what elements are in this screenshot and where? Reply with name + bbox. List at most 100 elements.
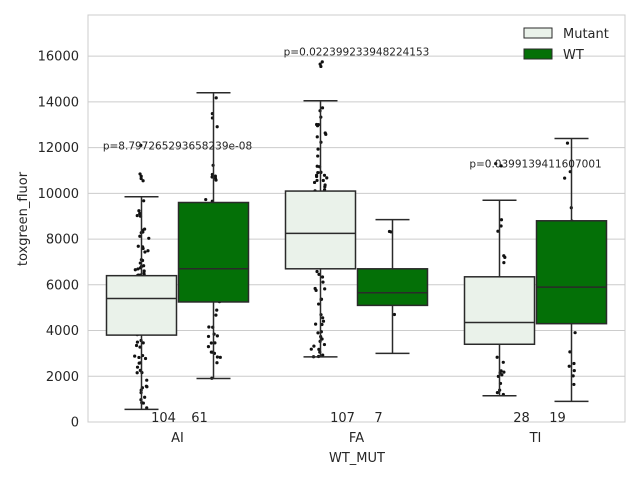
data-point [218,355,222,359]
data-point [138,211,142,216]
x-tick-label: AI [171,431,184,446]
data-point [321,353,325,357]
data-point [315,135,319,139]
legend-label: WT [563,48,584,63]
y-axis-title: toxgreen_fluor [16,171,31,266]
data-point [137,355,141,360]
data-point [144,384,148,388]
data-point [133,268,137,272]
data-point [495,390,500,395]
data-point [321,178,325,183]
data-point [145,378,149,382]
data-point [322,173,327,177]
data-point [323,131,327,135]
count-label: 61 [191,411,208,426]
data-point [496,229,500,233]
outlier-point [318,62,322,66]
data-point [133,354,137,358]
x-axis-title: WT_MUT [329,451,385,466]
data-point [316,154,320,158]
outlier-point [139,143,143,147]
data-point [323,287,327,291]
data-point [563,176,567,180]
data-point [206,334,211,339]
count-label: 107 [330,411,355,426]
count-labels: 104 107 28 61 7 19 [151,411,566,426]
data-point [214,313,218,317]
data-point [571,374,575,378]
box [284,190,357,270]
outlier-point [141,179,145,183]
data-point [138,234,142,238]
data-point [135,371,139,375]
box [105,274,178,336]
data-point [314,288,318,292]
outlier-point [499,164,503,168]
data-point [315,269,319,274]
data-point [316,331,320,335]
data-point [572,361,576,366]
pvalue-label: p=8.797265293658239e-08 [103,140,252,152]
data-point [314,322,318,326]
data-point [502,261,506,265]
box [356,268,429,307]
data-point [206,345,211,349]
data-point [567,364,571,368]
data-point [143,250,147,254]
outlier-point [494,162,498,166]
data-point [572,382,576,387]
y-tick-label: 4000 [46,324,79,339]
data-point [134,343,139,348]
data-point [136,244,140,248]
outlier-point [320,60,324,64]
data-point [142,199,146,203]
data-point [207,325,211,329]
data-point [316,147,320,151]
data-point [316,302,321,306]
data-point [214,178,218,182]
data-point [215,355,220,359]
data-point [565,141,570,145]
data-point [215,334,219,338]
data-point [147,236,151,240]
data-point [137,209,141,213]
data-point [314,122,319,127]
data-point [323,183,327,187]
data-point [141,401,145,405]
data-point [309,347,313,351]
x-tick-label: TI [529,431,542,446]
data-point [209,350,213,354]
data-point [320,337,324,341]
data-point [317,347,321,352]
y-tick-label: 6000 [46,278,79,293]
pvalue-label: p=0.022399233948224153 [284,47,430,59]
boxes-layer [105,91,608,411]
data-point [392,312,397,317]
count-label: 28 [513,411,530,426]
box [463,276,536,346]
data-point [312,180,317,185]
data-point [499,224,503,228]
data-point [213,174,217,178]
data-point [142,264,146,268]
x-tick-label: FA [349,431,364,446]
data-point [137,361,141,365]
data-point [135,213,139,218]
data-point [142,269,146,273]
data-point [141,341,145,345]
plot-border [87,14,626,423]
data-point [499,218,504,222]
plot-frame [87,14,626,423]
outlier-point [138,172,142,176]
y-tick-label: 2000 [46,370,79,385]
data-point [500,373,504,377]
data-point [573,331,577,335]
data-point [501,360,505,364]
legend-swatch [523,27,553,39]
data-point [143,395,147,399]
data-point [135,365,140,369]
data-point [209,341,213,345]
data-point [136,267,140,271]
box [535,220,608,325]
data-point [215,308,219,312]
